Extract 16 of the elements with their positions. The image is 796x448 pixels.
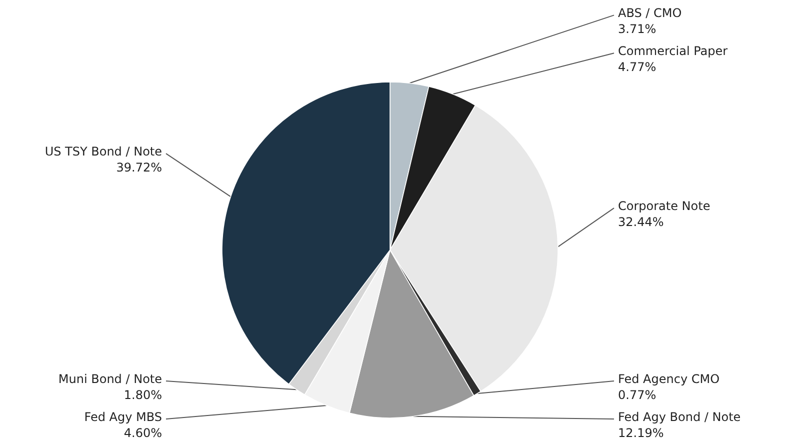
slice-label: ABS / CMO (618, 6, 682, 20)
slice-label: Muni Bond / Note (58, 372, 162, 386)
slice-label: US TSY Bond / Note (44, 144, 162, 159)
slice-label: Fed Agy Bond / Note (618, 410, 741, 424)
slice-label: Corporate Note (618, 199, 710, 214)
slice-label: Fed Agy MBS (84, 410, 162, 424)
data-label: 39.72% (116, 160, 162, 175)
data-label: 0.77% (618, 388, 656, 402)
data-label: 32.44% (618, 215, 664, 230)
data-label: 4.60% (124, 426, 162, 440)
data-label: 3.71% (618, 22, 656, 36)
slice-label: Commercial Paper (618, 44, 728, 58)
slice-label: Fed Agency CMO (618, 372, 720, 386)
data-label: 1.80% (124, 388, 162, 402)
data-label: 4.77% (618, 60, 656, 74)
data-label: 12.19% (618, 426, 664, 440)
